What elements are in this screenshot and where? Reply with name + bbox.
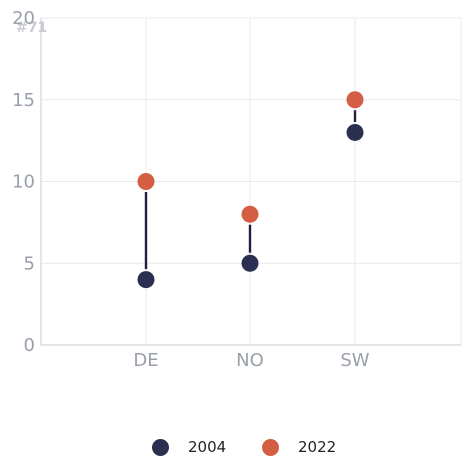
y-tick-label-15: 15 bbox=[12, 90, 35, 111]
data-points bbox=[137, 91, 364, 289]
legend-label-2022: 2022 bbox=[298, 438, 337, 456]
legend-item-2022[interactable]: 2022 bbox=[262, 438, 336, 456]
legend: 2004 2022 bbox=[0, 438, 474, 462]
y-tick-labels: 0 5 10 15 20 bbox=[12, 8, 35, 356]
legend-swatch-2022 bbox=[262, 438, 279, 456]
point-2004-NO bbox=[241, 254, 259, 272]
x-tick-label-NO: NO bbox=[236, 350, 264, 371]
point-2004-SW bbox=[346, 123, 364, 141]
y-tick-label-0: 0 bbox=[24, 335, 35, 356]
grid-lines bbox=[41, 17, 461, 345]
watermark: #71 bbox=[16, 20, 48, 36]
connectors bbox=[144, 110, 357, 270]
point-2022-SW bbox=[346, 91, 364, 109]
point-2022-NO bbox=[241, 205, 259, 223]
legend-swatch-2004 bbox=[152, 438, 169, 456]
point-2004-DE bbox=[137, 271, 155, 289]
y-tick-label-10: 10 bbox=[12, 172, 35, 193]
point-2022-DE bbox=[137, 173, 155, 190]
legend-label-2004: 2004 bbox=[188, 438, 227, 456]
legend-item-2004[interactable]: 2004 bbox=[152, 438, 226, 456]
y-tick-label-5: 5 bbox=[24, 253, 35, 274]
x-tick-labels: DE NO SW bbox=[133, 350, 369, 371]
axes bbox=[40, 18, 462, 346]
y-tick-label-20: 20 bbox=[12, 8, 35, 29]
x-tick-label-DE: DE bbox=[133, 350, 158, 371]
x-tick-label-SW: SW bbox=[340, 350, 369, 371]
